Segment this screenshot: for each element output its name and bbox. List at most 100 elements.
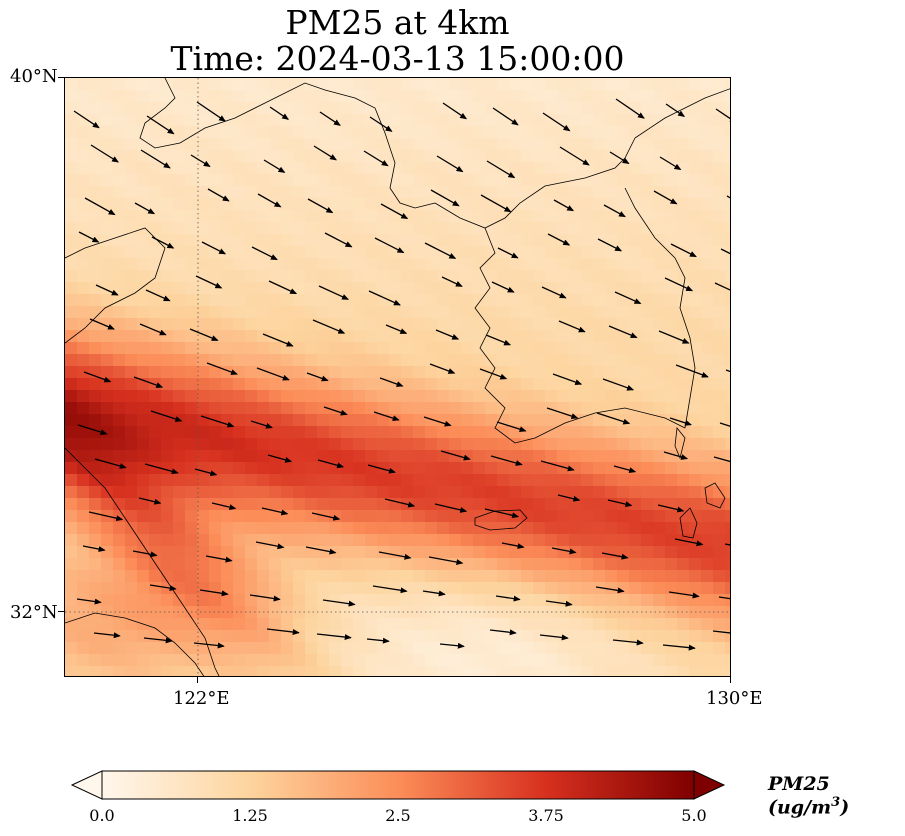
coastline-segment [65, 612, 205, 676]
colorbar-tick-2: 2.5 [385, 806, 411, 825]
wind-arrow [675, 364, 709, 378]
wind-arrow [612, 639, 644, 646]
wind-arrow [484, 508, 520, 519]
colorbar [70, 770, 726, 800]
wind-arrow [144, 463, 179, 475]
wind-arrow [193, 642, 225, 649]
wind-arrow [249, 594, 281, 602]
wind-arrow [374, 237, 405, 254]
wind-arrow [480, 194, 512, 213]
wind-arrow [150, 410, 183, 422]
wind-arrow [719, 422, 730, 427]
wind-arrow [424, 242, 457, 259]
wind-arrow [665, 103, 686, 117]
wind-arrow [138, 497, 162, 505]
wind-arrow [369, 116, 393, 132]
wind-arrow [190, 154, 211, 168]
wind-arrow [88, 511, 124, 522]
lon-tick-mark-122 [197, 677, 198, 683]
wind-arrow [363, 150, 389, 167]
wind-arrow [557, 494, 581, 502]
colorbar-label: PM25 (ug/m3) [768, 773, 905, 818]
wind-arrow [653, 190, 678, 205]
colorbar-tick-3: 3.75 [528, 806, 564, 825]
wind-arrow [145, 289, 171, 302]
coastline-segment [474, 227, 686, 444]
lon-tick-130e: 130°E [706, 688, 763, 709]
wind-arrow [714, 282, 730, 291]
wind-arrow [373, 411, 400, 422]
wind-arrow [659, 156, 682, 171]
wind-arrow [132, 550, 158, 558]
wind-arrow [200, 415, 235, 428]
gridlines [65, 78, 730, 676]
wind-arrow [724, 543, 730, 546]
colorbar-label-superscript: 3 [831, 795, 841, 810]
coastlines [65, 78, 730, 676]
pm25-map [65, 78, 730, 676]
coastline-segment [704, 482, 726, 509]
wind-arrow [385, 324, 408, 335]
wind-arrow [146, 115, 175, 135]
wind-arrow [83, 371, 112, 383]
map-panel[interactable] [64, 77, 731, 677]
map-title-line2: Time: 2024-03-13 15:00:00 [170, 39, 625, 78]
colorbar-gradient [101, 770, 695, 800]
lon-tick-122e: 122°E [173, 688, 230, 709]
wind-arrow [206, 362, 238, 375]
wind-arrow [149, 584, 177, 592]
wind-arrow [436, 155, 464, 173]
wind-arrow [311, 512, 341, 521]
wind-arrow [428, 556, 464, 565]
wind-arrow [89, 318, 115, 330]
wind-arrow [256, 367, 290, 381]
wind-arrow [316, 633, 352, 641]
coastline-segment [474, 509, 528, 531]
wind-arrow [366, 637, 390, 644]
lat-tick-32n: 32°N [10, 602, 58, 623]
wind-arrow [558, 320, 586, 333]
wind-arrow [670, 243, 697, 258]
wind-arrow [720, 248, 730, 255]
wind-arrow [384, 498, 416, 508]
wind-arrow [306, 372, 329, 382]
wind-arrow [207, 188, 230, 202]
wind-arrow [601, 552, 629, 560]
wind-arrow [133, 376, 164, 388]
wind-arrow [496, 421, 527, 433]
wind-arrow [439, 642, 465, 649]
wind-arrow [495, 595, 521, 602]
wind-arrow [267, 454, 293, 463]
wind-arrow [597, 238, 623, 252]
wind-arrow [205, 555, 233, 563]
wind-arrow [614, 291, 642, 305]
wind-arrow [379, 377, 404, 387]
wind-arrow [189, 328, 219, 342]
wind-arrow [367, 464, 396, 474]
wind-arrow [140, 149, 171, 169]
wind-arrow [73, 110, 100, 129]
wind-arrow [201, 241, 227, 255]
wind-arrow [497, 247, 519, 259]
wind-arrow [429, 363, 456, 374]
wind-arrow [658, 330, 690, 344]
wind-arrow [322, 599, 356, 607]
wind-arrow [82, 545, 106, 552]
wind-arrow [250, 420, 273, 429]
wind-arrow [84, 197, 116, 216]
wind-arrow [196, 101, 226, 122]
lat-tick-mark-40 [58, 77, 64, 78]
wind-arrow [269, 106, 290, 120]
wind-arrow [501, 542, 525, 549]
wind-arrow [669, 417, 692, 426]
colorbar-label-text: PM25 (ug/m [768, 773, 832, 819]
wind-arrow [553, 199, 575, 212]
wind-arrow [486, 160, 516, 179]
wind-arrow [542, 112, 571, 132]
wind-arrow [607, 499, 633, 508]
wind-arrow [668, 591, 700, 599]
wind-arrow [613, 465, 637, 474]
wind-arrow [657, 504, 685, 513]
wind-arrow [93, 632, 121, 639]
pm25-field [65, 78, 730, 676]
